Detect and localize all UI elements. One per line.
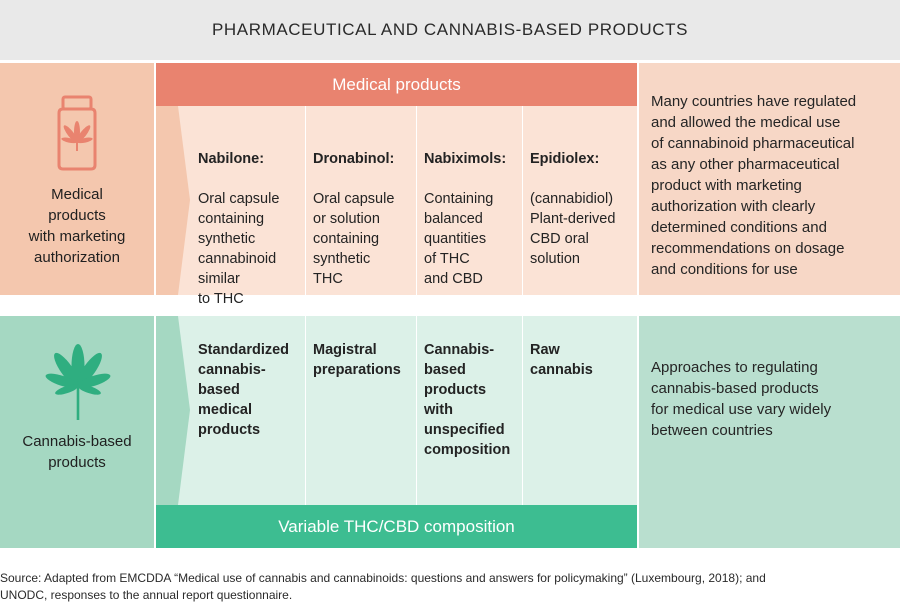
- product-description: Containing balanced quantities of THC an…: [424, 191, 494, 287]
- column-divider: [305, 316, 306, 505]
- page-title: PHARMACEUTICAL AND CANNABIS-BASED PRODUC…: [211, 20, 689, 39]
- medical-product-epidiolex: Epidiolex: (cannabidiol) Plant-derived C…: [530, 129, 636, 269]
- source-note: Source: Adapted from EMCDDA “Medical use…: [0, 571, 766, 602]
- cannabis-product-magistral: Magistral preparations: [313, 342, 401, 378]
- cannabis-product-unspecified: Cannabis- based products with unspecifie…: [424, 342, 511, 458]
- variable-composition-label: Variable THC/CBD composition: [278, 516, 515, 536]
- column-divider: [416, 316, 417, 505]
- column-divider: [522, 316, 523, 505]
- medical-row-label-panel: [0, 63, 154, 295]
- cannabis-row-description: Approaches to regulating cannabis-based …: [651, 359, 832, 439]
- medical-arrow-icon: [156, 106, 190, 295]
- cannabis-product-standardized: Standardized cannabis- based medical pro…: [198, 342, 290, 438]
- variable-composition-footer: Variable THC/CBD composition: [156, 505, 637, 548]
- product-description: (cannabidiol) Plant-derived CBD oral sol…: [530, 191, 616, 267]
- medical-products-header-label: Medical products: [332, 74, 461, 94]
- product-description: Oral capsule containing synthetic cannab…: [198, 191, 280, 307]
- medical-product-dronabinol: Dronabinol: Oral capsule or solution con…: [313, 129, 415, 289]
- product-name: Nabiximols:: [424, 151, 507, 167]
- medical-row-label: Medical products with marketing authoriz…: [28, 186, 126, 266]
- cannabis-product-raw: Raw cannabis: [530, 342, 593, 378]
- medical-product-nabilone: Nabilone: Oral capsule containing synthe…: [198, 129, 304, 309]
- cannabis-arrow-icon: [156, 316, 190, 505]
- column-divider: [416, 106, 417, 295]
- cannabis-medicine-bottle-icon: [57, 95, 97, 171]
- cannabis-description-panel: [639, 316, 900, 548]
- medical-row-description: Many countries have regulated and allowe…: [651, 93, 857, 278]
- product-name: Nabilone:: [198, 151, 265, 167]
- title-bar: PHARMACEUTICAL AND CANNABIS-BASED PRODUC…: [0, 0, 900, 60]
- medical-product-nabiximols: Nabiximols: Containing balanced quantiti…: [424, 129, 522, 289]
- column-divider: [522, 106, 523, 295]
- medical-products-header: Medical products: [156, 63, 637, 106]
- medical-description-panel: [639, 63, 900, 295]
- column-divider: [305, 106, 306, 295]
- cannabis-row-label: Cannabis-based products: [22, 433, 132, 471]
- product-name: Epidiolex:: [530, 151, 600, 167]
- cannabis-leaf-icon: [45, 344, 111, 420]
- product-description: Oral capsule or solution containing synt…: [313, 191, 395, 287]
- product-name: Dronabinol:: [313, 151, 395, 167]
- cannabis-products-panel: [156, 316, 637, 505]
